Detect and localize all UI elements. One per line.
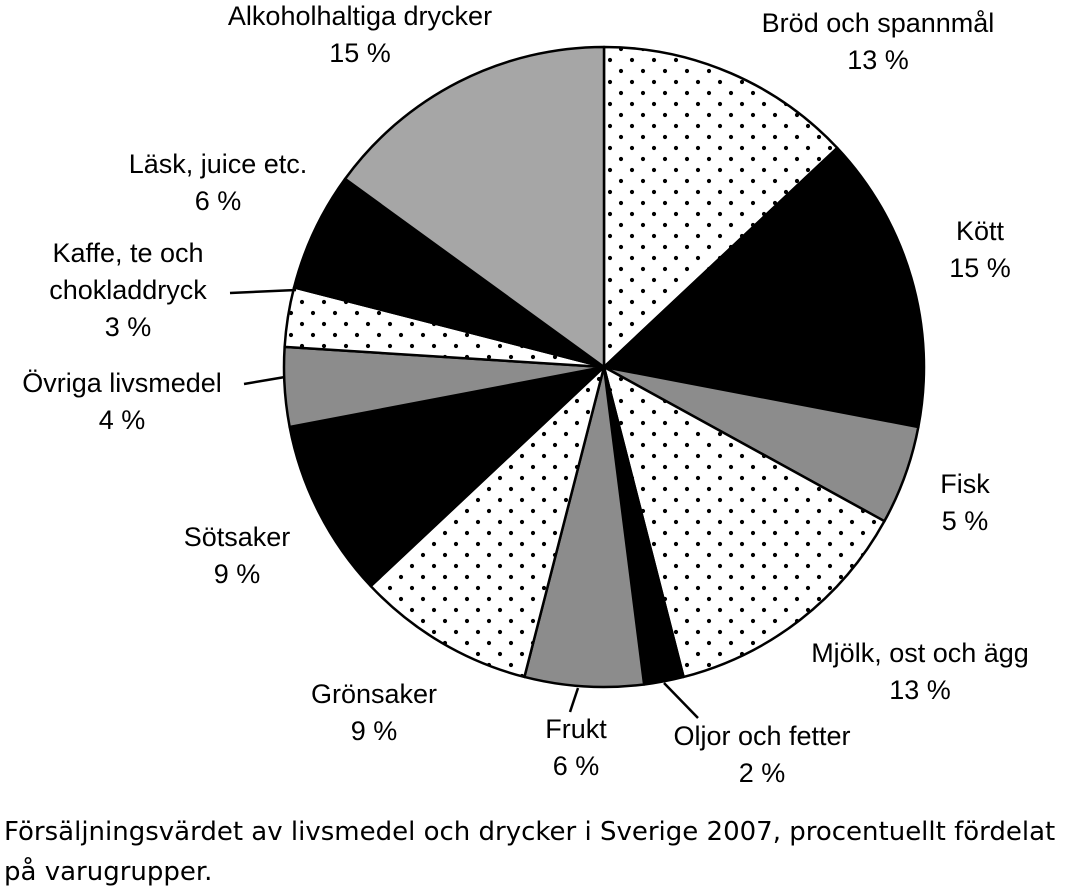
slice-label: Kaffe, te och chokladdryck 3 % bbox=[49, 238, 207, 342]
slice-label: Grönsaker 9 % bbox=[311, 679, 437, 746]
leader-line bbox=[663, 682, 699, 719]
pie-slice bbox=[288, 365, 606, 588]
pie-slice bbox=[602, 146, 926, 429]
slice-label: Bröd och spannmål 13 % bbox=[762, 8, 995, 75]
pie-slice bbox=[602, 365, 886, 679]
slice-label: Frukt 6 % bbox=[545, 714, 607, 781]
slice-label: Mjölk, ost och ägg 13 % bbox=[811, 638, 1029, 705]
figure-caption: Försäljningsvärdet av livsmedel och dryc… bbox=[4, 817, 1056, 887]
pie-chart: Bröd och spannmål 13 % Kött 15 % Fisk 5 % Mjöl… bbox=[22, 1, 1029, 788]
slice-label: Övriga livsmedel 4 % bbox=[22, 368, 222, 435]
slice-label: Läsk, juice etc. 6 % bbox=[129, 149, 308, 216]
slice-label: Sötsaker 9 % bbox=[184, 522, 291, 589]
slice-label: Fisk 5 % bbox=[940, 469, 990, 536]
pie-slice bbox=[523, 365, 646, 689]
slice-label: Alkoholhaltiga drycker 15 % bbox=[228, 1, 492, 68]
pie-slice bbox=[343, 45, 606, 369]
leader-line bbox=[243, 375, 286, 386]
leader-line bbox=[229, 288, 297, 295]
pie-slice bbox=[602, 45, 839, 369]
leader-line bbox=[568, 687, 580, 713]
slice-label: Kött 15 % bbox=[949, 216, 1011, 283]
slice-label: Oljor och fetter 2 % bbox=[673, 721, 850, 788]
pie-slice bbox=[369, 365, 606, 679]
pie-slice bbox=[292, 177, 606, 369]
